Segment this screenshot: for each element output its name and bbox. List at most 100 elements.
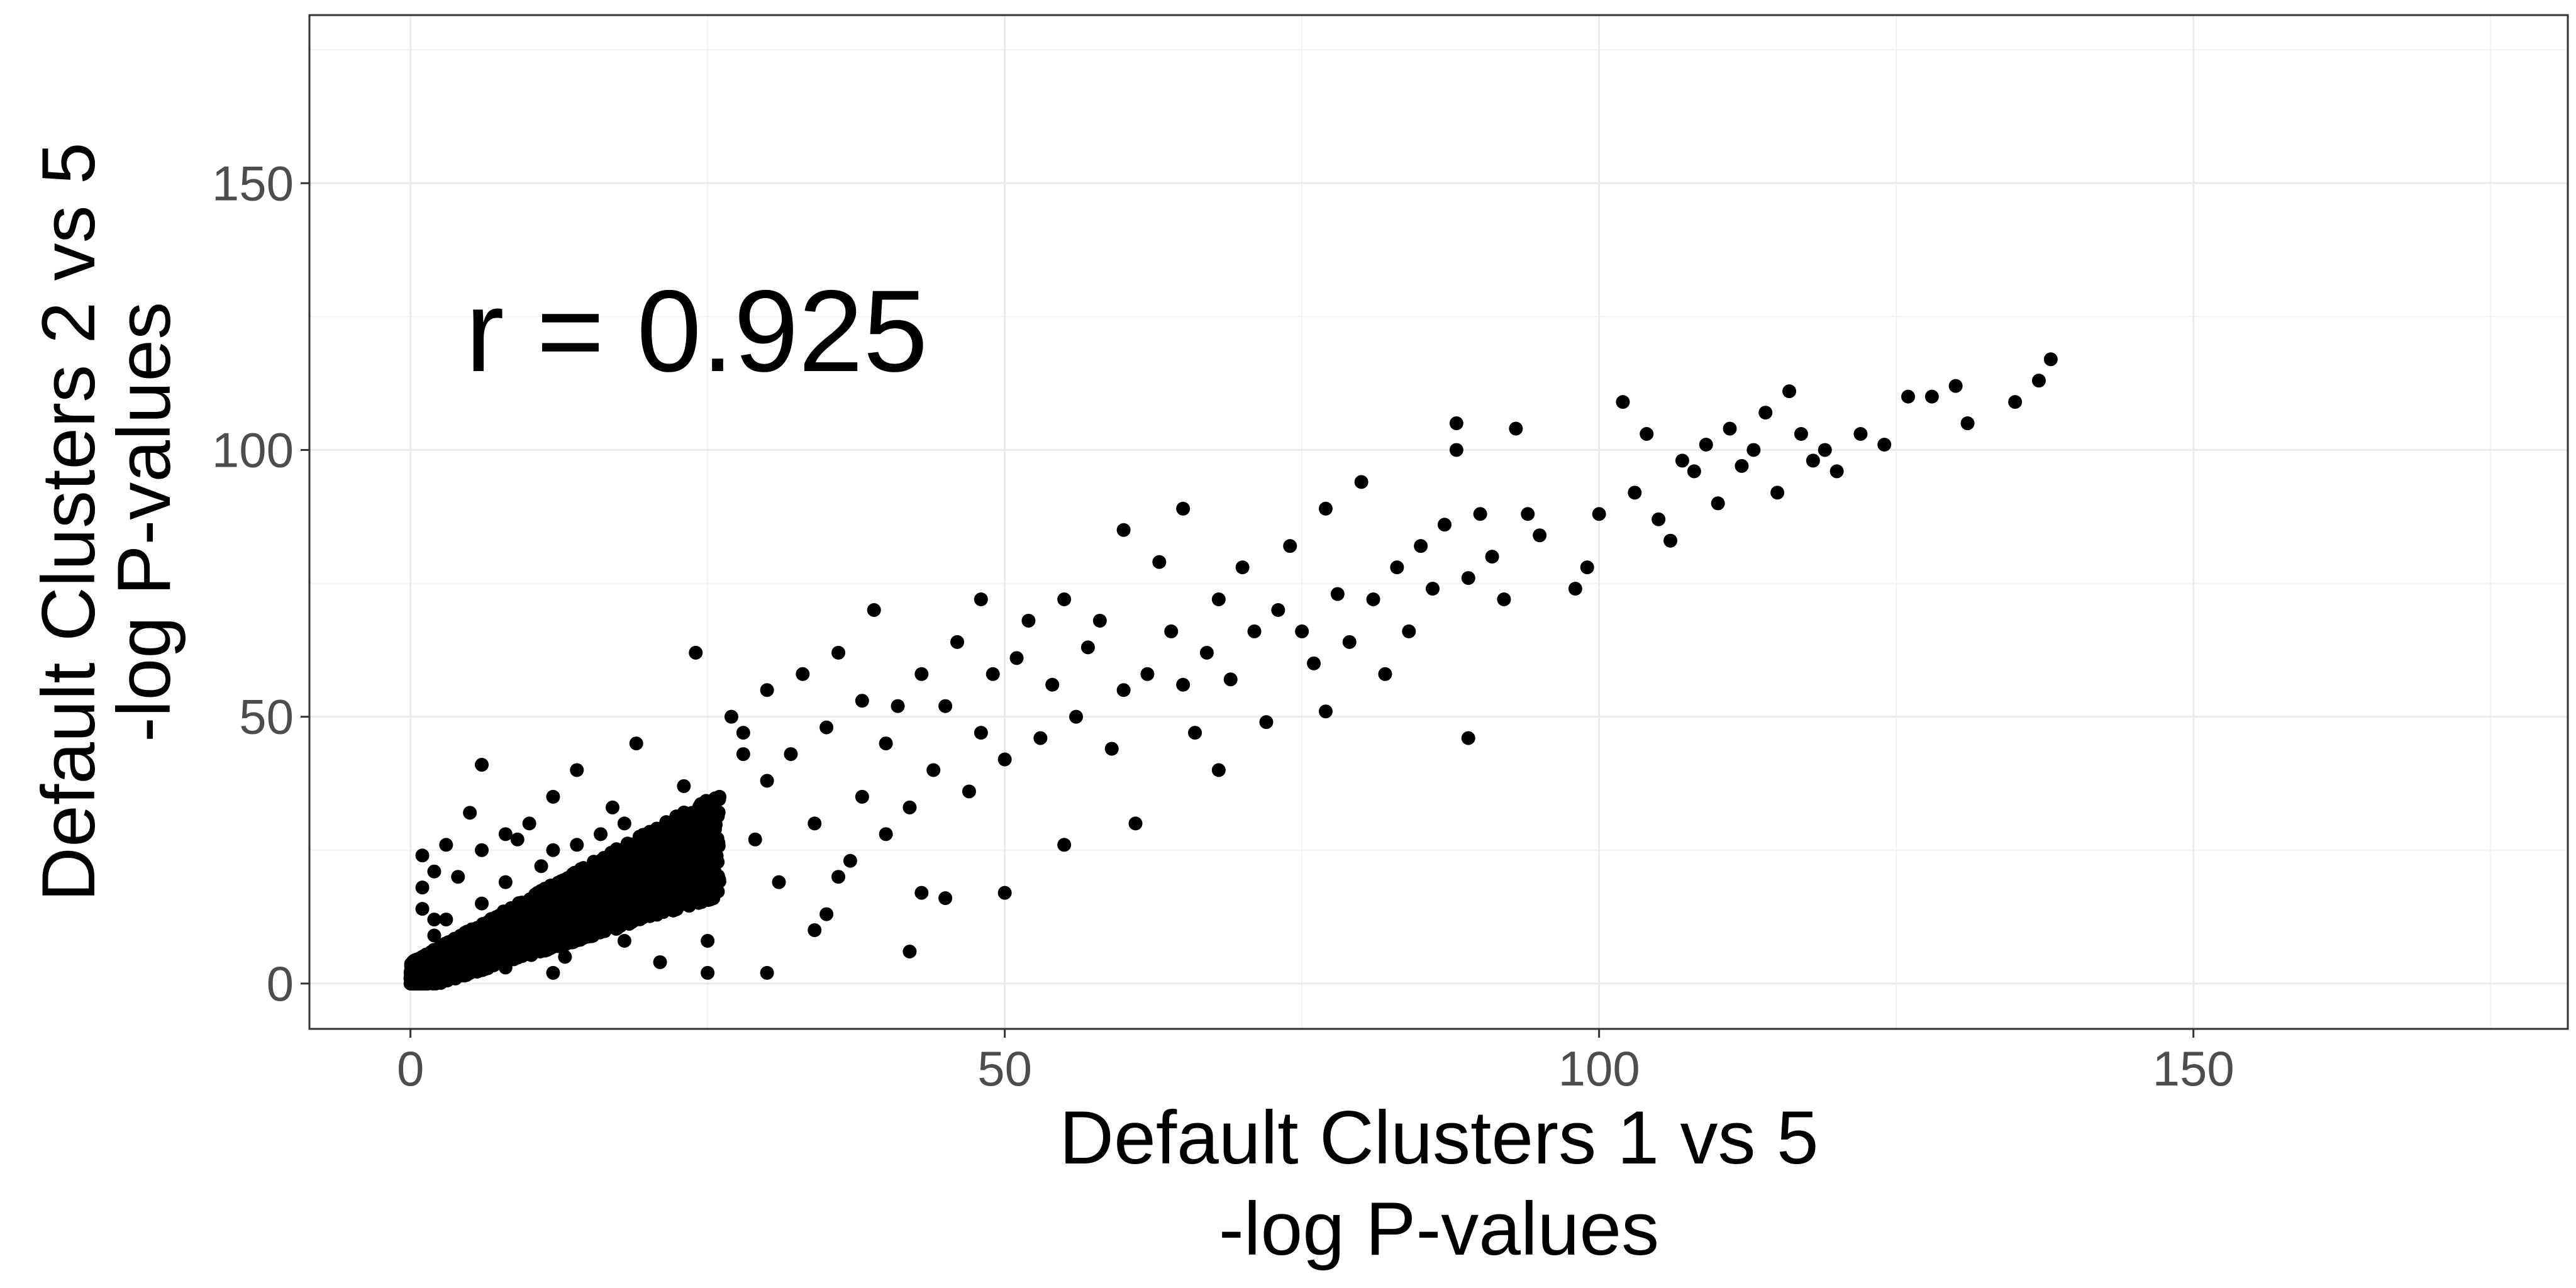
data-point [668, 885, 682, 899]
plot-panel-border [308, 14, 2569, 1030]
data-point [1033, 731, 1048, 745]
data-point [867, 602, 881, 617]
data-point [642, 852, 657, 867]
data-point [1533, 528, 1547, 543]
data-point [1211, 592, 1226, 607]
data-point [1770, 486, 1785, 500]
data-point [684, 860, 699, 874]
data-point [1426, 582, 1440, 596]
data-point [451, 870, 465, 884]
data-point [796, 667, 810, 681]
data-point [819, 907, 834, 921]
data-point [1152, 555, 1167, 569]
data-point [926, 763, 941, 777]
data-point [1794, 427, 1808, 441]
data-point [475, 952, 490, 966]
data-point [1140, 667, 1155, 681]
data-point [1402, 624, 1416, 638]
data-point [1259, 715, 1274, 730]
data-point [1045, 677, 1060, 692]
data-point [594, 827, 608, 841]
data-point [456, 940, 470, 955]
data-point [1829, 464, 1844, 479]
data-point [623, 915, 638, 930]
data-point [504, 941, 519, 955]
data-point [2043, 352, 2058, 367]
data-point [1901, 389, 1916, 404]
data-point [604, 918, 619, 933]
data-point [891, 699, 905, 713]
data-point [701, 796, 716, 810]
data-point [1758, 406, 1773, 420]
data-point [985, 667, 1000, 681]
data-point [879, 827, 893, 841]
data-point [1699, 437, 1713, 452]
data-point [475, 843, 489, 857]
data-point [605, 800, 619, 814]
data-point [590, 916, 604, 931]
data-point [1330, 587, 1345, 601]
y-axis-title-line-2: -log P-values [102, 302, 186, 742]
data-point [457, 969, 472, 983]
data-point [1497, 592, 1511, 607]
data-point [522, 816, 536, 831]
data-point [1211, 763, 1226, 777]
data-point [784, 747, 798, 762]
data-point [2031, 374, 2046, 388]
data-point [1960, 416, 1975, 431]
grid-lines [309, 15, 2568, 1029]
data-point [760, 965, 774, 980]
data-point [1877, 437, 1892, 452]
data-point [427, 913, 441, 927]
data-point [564, 900, 579, 914]
data-point [1378, 667, 1392, 681]
data-point [534, 859, 548, 874]
data-point [1449, 416, 1463, 431]
data-point [1092, 613, 1107, 628]
data-point [619, 883, 633, 897]
data-point [503, 952, 518, 966]
data-point [2008, 395, 2023, 409]
data-point [502, 922, 516, 936]
data-point [1080, 640, 1095, 655]
data-point [1853, 427, 1868, 441]
data-point [490, 911, 504, 926]
data-point [689, 844, 704, 858]
data-point [760, 774, 774, 788]
data-point [997, 886, 1012, 900]
data-point [1711, 496, 1725, 511]
correlation-annotation: r = 0.925 [465, 267, 928, 396]
data-point [531, 918, 545, 933]
data-point [1687, 464, 1701, 479]
data-point [546, 965, 560, 980]
data-point [427, 928, 441, 943]
data-point [691, 896, 706, 910]
data-point [439, 838, 453, 852]
data-point [736, 747, 750, 762]
data-point [613, 843, 627, 857]
data-point [1247, 624, 1262, 638]
y-tick-label: 100 [212, 422, 294, 477]
data-point [473, 924, 487, 939]
data-point [1199, 645, 1214, 660]
data-point [613, 867, 627, 882]
data-point [1366, 592, 1380, 607]
data-point [1948, 379, 1963, 393]
x-axis-title-line-2: -log P-values [1219, 1187, 1659, 1271]
data-point [405, 974, 419, 989]
data-point [1437, 518, 1452, 532]
data-point [685, 872, 699, 887]
axis-ticks: 0 50 100 150 0 50 100 150 [212, 155, 2235, 1096]
data-point [1521, 507, 1535, 521]
data-point [808, 923, 822, 938]
data-point [576, 883, 591, 897]
data-point [528, 901, 542, 916]
data-point [1354, 475, 1368, 489]
data-point [584, 929, 599, 943]
data-point [498, 875, 513, 889]
data-point [629, 736, 643, 751]
data-point [427, 864, 441, 879]
data-point [439, 913, 453, 927]
data-point [696, 884, 711, 898]
data-point [617, 934, 631, 948]
